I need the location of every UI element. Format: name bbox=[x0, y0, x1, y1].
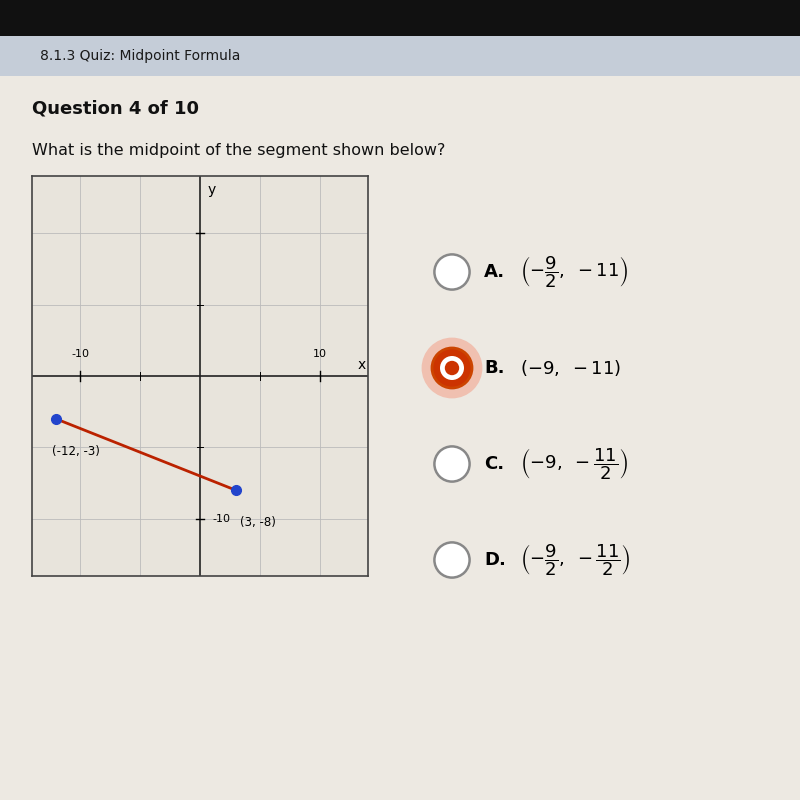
Text: 10: 10 bbox=[313, 349, 327, 359]
Text: $\left(-9,\ -\dfrac{11}{2}\right)$: $\left(-9,\ -\dfrac{11}{2}\right)$ bbox=[520, 446, 628, 482]
Bar bbox=[0, 0, 800, 36]
Text: y: y bbox=[208, 183, 216, 198]
Text: $\left(-\dfrac{9}{2},\ -11\right)$: $\left(-\dfrac{9}{2},\ -11\right)$ bbox=[520, 254, 628, 290]
Text: What is the midpoint of the segment shown below?: What is the midpoint of the segment show… bbox=[32, 143, 446, 158]
Text: Question 4 of 10: Question 4 of 10 bbox=[32, 100, 199, 118]
Circle shape bbox=[440, 356, 464, 380]
Circle shape bbox=[445, 361, 459, 375]
Circle shape bbox=[422, 338, 482, 398]
Text: (3, -8): (3, -8) bbox=[240, 516, 275, 529]
Bar bbox=[0, 36, 800, 76]
Text: B.: B. bbox=[484, 359, 505, 377]
Circle shape bbox=[432, 348, 472, 388]
Text: C.: C. bbox=[484, 455, 504, 473]
Text: $(-9,\ -11)$: $(-9,\ -11)$ bbox=[520, 358, 621, 378]
Circle shape bbox=[434, 254, 470, 290]
Text: x: x bbox=[358, 358, 366, 371]
Text: 8.1.3 Quiz: Midpoint Formula: 8.1.3 Quiz: Midpoint Formula bbox=[40, 49, 240, 63]
Text: $\left(-\dfrac{9}{2},\ -\dfrac{11}{2}\right)$: $\left(-\dfrac{9}{2},\ -\dfrac{11}{2}\ri… bbox=[520, 542, 630, 578]
Text: -10: -10 bbox=[71, 349, 89, 359]
Text: (-12, -3): (-12, -3) bbox=[52, 445, 100, 458]
Text: A.: A. bbox=[484, 263, 505, 281]
Text: -10: -10 bbox=[212, 514, 230, 524]
Circle shape bbox=[434, 446, 470, 482]
Text: D.: D. bbox=[484, 551, 506, 569]
Circle shape bbox=[434, 542, 470, 578]
